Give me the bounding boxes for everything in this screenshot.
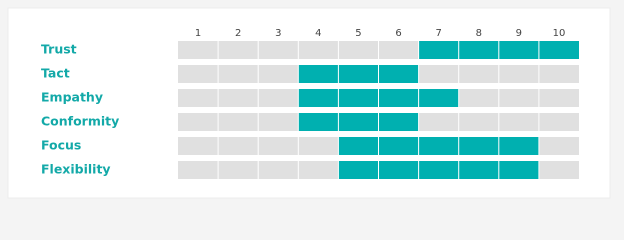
- bar: [338, 161, 539, 179]
- x-tick-label: 4: [315, 28, 321, 39]
- x-tick-label: 8: [476, 28, 482, 39]
- row-label: Flexibility: [41, 162, 111, 177]
- chart: 1 2 3 4 5 6 7 8 9 10 Trust Tact Empathy Conformity Foc…: [7, 7, 611, 199]
- x-tick-label: 10: [553, 28, 566, 39]
- x-tick-label: 7: [435, 28, 441, 39]
- x-tick-label: 6: [395, 28, 401, 39]
- row-label: Tact: [41, 66, 70, 81]
- x-tick-label: 5: [355, 28, 361, 39]
- row-label: Empathy: [41, 90, 103, 105]
- x-tick-label: 1: [195, 28, 201, 39]
- row-label: Conformity: [41, 114, 119, 129]
- bar: [298, 113, 419, 131]
- x-tick-label: 2: [235, 28, 241, 39]
- row-label: Focus: [41, 138, 81, 153]
- x-tick-label: 9: [516, 28, 522, 39]
- bar: [338, 137, 539, 155]
- x-tick-label: 3: [275, 28, 281, 39]
- row-label: Trust: [41, 42, 77, 57]
- bar: [298, 65, 419, 83]
